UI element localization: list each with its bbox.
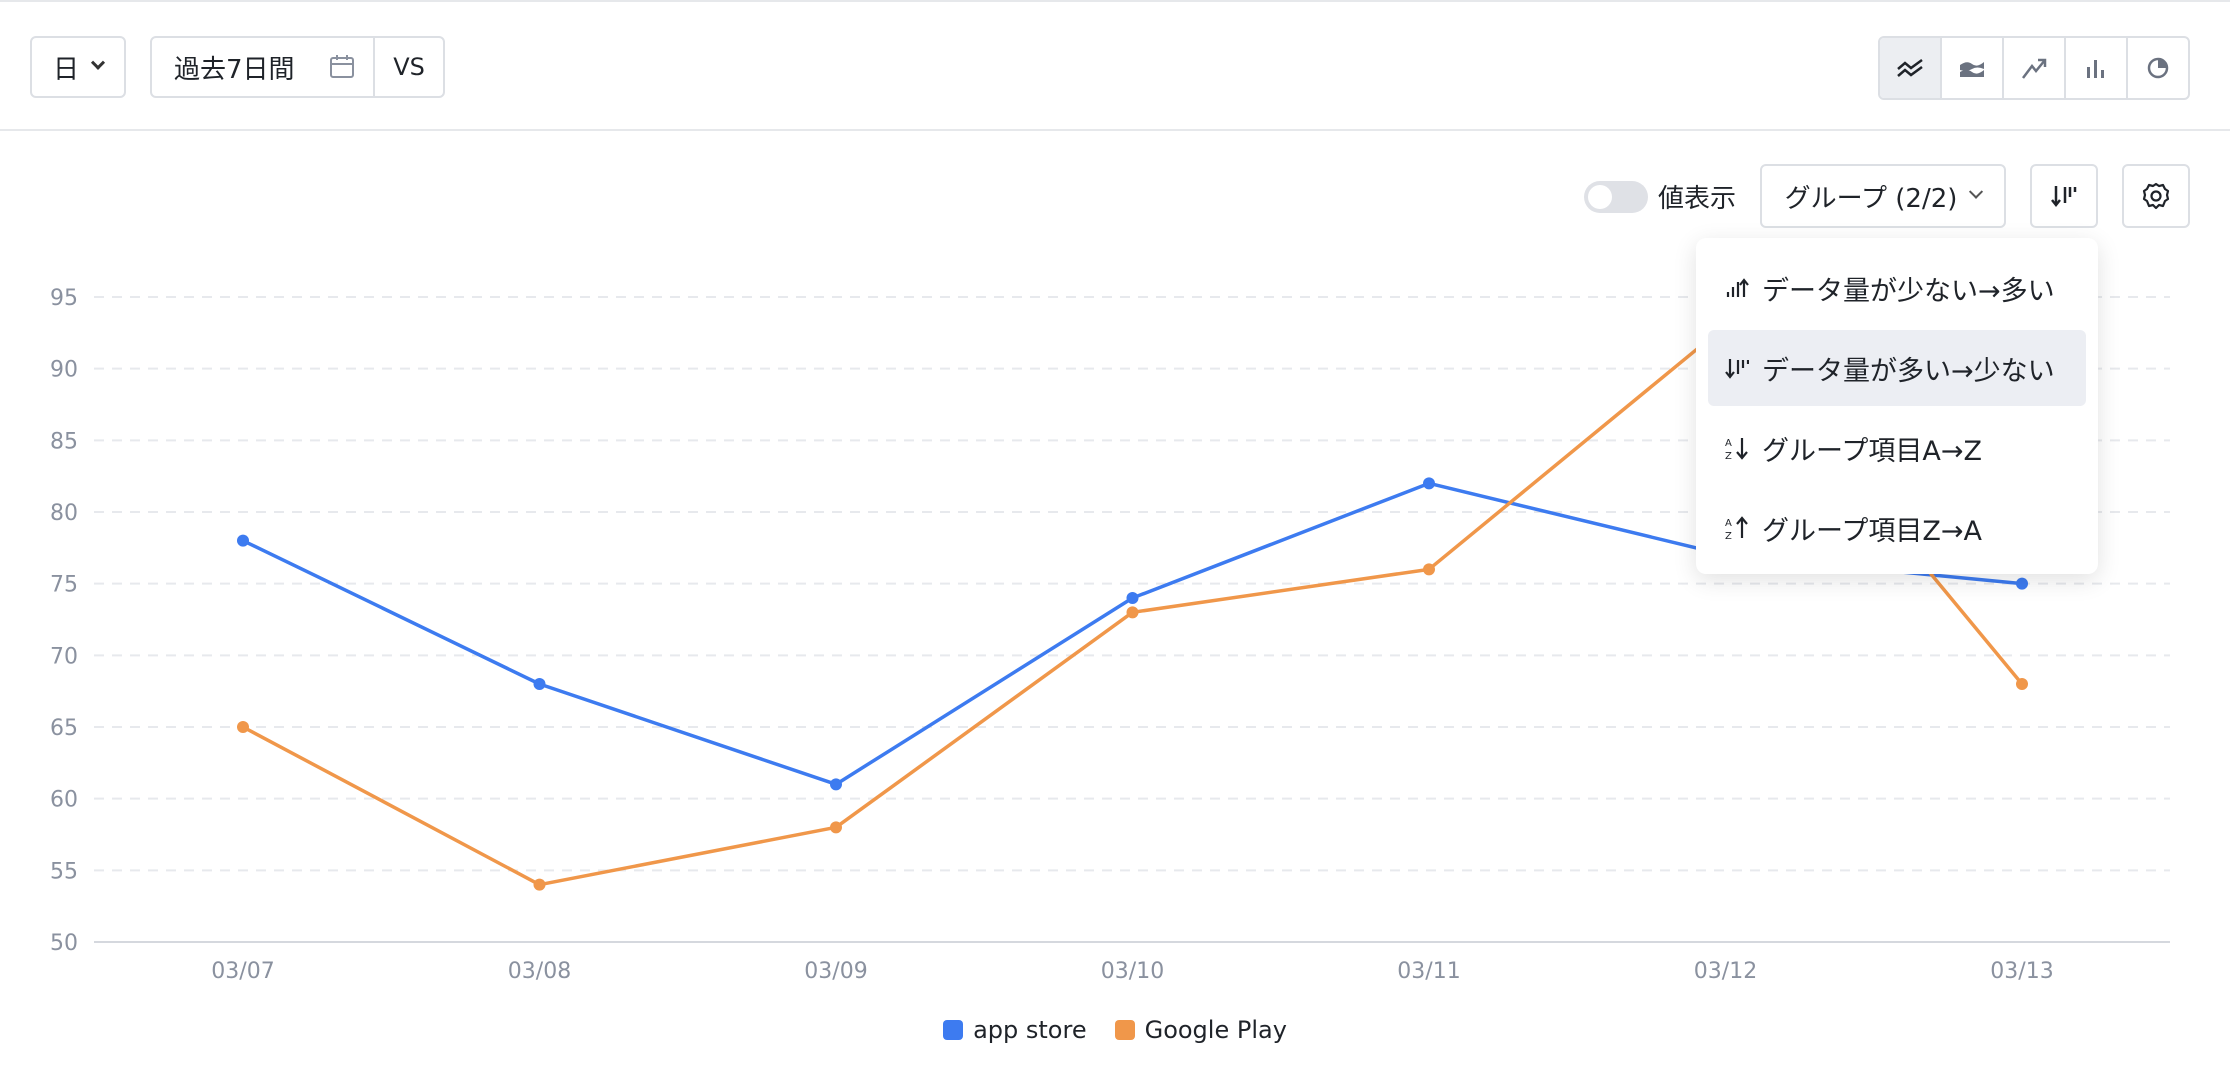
y-tick-label: 75 — [50, 573, 78, 598]
x-tick-label: 03/09 — [804, 959, 867, 984]
y-tick-label: 55 — [50, 859, 78, 884]
data-point-google-play — [533, 878, 546, 891]
date-range-field[interactable]: 過去7日間 — [152, 38, 373, 96]
chevron-down-icon — [1969, 184, 1984, 199]
area-chart-button[interactable] — [1940, 38, 2002, 98]
sort-button[interactable] — [2030, 164, 2098, 228]
value-display-toggle[interactable] — [1584, 180, 1648, 213]
data-point-app-store — [2016, 577, 2028, 590]
area-chart-icon — [1960, 62, 1984, 77]
gear-icon — [2142, 182, 2170, 210]
pie-chart-button[interactable] — [2126, 38, 2188, 98]
value-display-label: 値表示 — [1658, 184, 1737, 214]
pie-chart-icon — [2147, 57, 2169, 79]
sort-menu-item-asc[interactable]: データ量が少ない→多い — [1708, 250, 2086, 326]
data-point-google-play — [830, 821, 842, 834]
sort-menu-item-label: データ量が少ない→多い — [1762, 275, 2055, 307]
line-chart-button[interactable] — [1880, 38, 1940, 98]
line-chart-icon — [1897, 58, 1923, 77]
y-tick-label: 85 — [50, 429, 78, 454]
data-point-app-store — [1126, 592, 1139, 604]
x-tick-label: 03/10 — [1101, 959, 1164, 984]
data-point-google-play — [1126, 606, 1139, 619]
y-tick-label: 60 — [50, 788, 78, 813]
sort-menu-item-label: グループ項目Z→A — [1762, 515, 1982, 547]
bar-chart-icon — [2087, 60, 2104, 78]
y-tick-label: 90 — [50, 358, 78, 383]
granularity-select[interactable]: 日 — [30, 36, 126, 98]
data-point-google-play — [2016, 678, 2028, 690]
y-tick-label: 95 — [50, 286, 78, 311]
svg-text:A: A — [1725, 518, 1732, 529]
data-point-google-play — [237, 721, 249, 733]
trend-chart-button[interactable] — [2002, 38, 2064, 98]
settings-button[interactable] — [2122, 164, 2190, 228]
granularity-value: 日 — [52, 54, 79, 85]
trend-icon — [2022, 58, 2047, 79]
legend-label-app-store: app store — [973, 1016, 1087, 1044]
data-point-app-store — [830, 778, 842, 791]
line-chart: 50 55 60 65 70 75 80 85 90 95 03/07 03/08 03/09 03/10… — [50, 286, 2170, 984]
calendar-icon — [330, 55, 355, 78]
data-point-google-play — [1423, 563, 1435, 576]
sort-descending-bars-icon — [2051, 186, 2077, 208]
y-tick-label: 80 — [50, 501, 78, 526]
date-range-value: 過去7日間 — [174, 54, 295, 85]
chart-legend: app store Google Play — [0, 1016, 2230, 1044]
date-range-picker[interactable]: 過去7日間 VS — [150, 36, 445, 98]
y-tick-label: 65 — [50, 716, 78, 741]
legend-swatch-google-play — [1114, 1020, 1135, 1040]
x-tick-label: 03/13 — [1990, 959, 2053, 984]
y-tick-label: 50 — [50, 931, 78, 956]
x-tick-label: 03/08 — [508, 959, 571, 984]
group-select[interactable]: グループ (2/2) — [1760, 164, 2006, 228]
x-tick-label: 03/07 — [211, 959, 274, 984]
sort-descending-bars-icon — [1724, 357, 1750, 379]
legend-label-google-play: Google Play — [1144, 1016, 1287, 1044]
sort-menu-item-label: グループ項目A→Z — [1762, 435, 1982, 467]
legend-swatch-app-store — [943, 1020, 964, 1040]
sort-menu-item-desc[interactable]: データ量が多い→少ない — [1708, 330, 2086, 406]
data-point-app-store — [1423, 477, 1435, 490]
svg-text:A: A — [1725, 438, 1732, 449]
toggle-knob — [1588, 184, 1612, 209]
group-select-label: グループ (2/2) — [1784, 183, 1958, 214]
value-display-toggle-group: 値表示 — [1584, 178, 1736, 215]
sort-ascending-bars-icon — [1724, 277, 1750, 299]
svg-text:Z: Z — [1725, 531, 1732, 541]
x-tick-label: 03/12 — [1694, 959, 1757, 984]
svg-text:Z: Z — [1725, 451, 1732, 461]
bar-chart-button[interactable] — [2064, 38, 2126, 98]
data-point-app-store — [237, 534, 249, 547]
compare-button[interactable]: VS — [373, 38, 443, 96]
legend-item-google-play[interactable]: Google Play — [1114, 1016, 1287, 1044]
x-tick-label: 03/11 — [1397, 959, 1460, 984]
sort-menu-item-label: データ量が多い→少ない — [1762, 355, 2055, 387]
top-toolbar: 日 過去7日間 VS — [0, 0, 2230, 131]
data-point-app-store — [533, 678, 546, 690]
chart-type-switch — [1878, 36, 2190, 100]
y-tick-label: 70 — [50, 644, 78, 669]
legend-item-app-store[interactable]: app store — [943, 1016, 1087, 1044]
chevron-down-icon — [90, 55, 106, 70]
